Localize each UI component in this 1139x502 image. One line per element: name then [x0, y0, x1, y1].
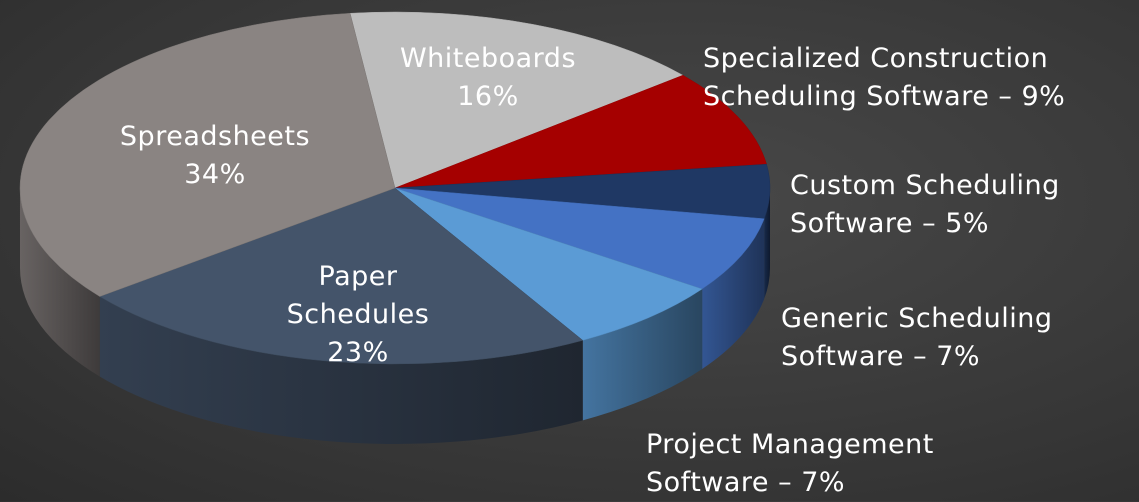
slice-side	[20, 188, 100, 377]
category-name: Specialized Construction Scheduling Soft…	[703, 43, 1049, 112]
slice	[349, 11, 684, 189]
value-label: – 7%	[778, 467, 846, 498]
slice	[19, 13, 396, 297]
slice-label: Whiteboards 16%	[398, 40, 578, 116]
slice-label: Generic Scheduling Software – 7%	[781, 300, 1121, 376]
value-label: – 9%	[998, 81, 1066, 112]
slice	[394, 74, 767, 189]
category-name: Custom Scheduling Software	[790, 170, 1060, 239]
value-label: 23%	[327, 337, 389, 368]
slice-side	[702, 218, 765, 369]
category-name: Generic Scheduling Software	[781, 303, 1053, 372]
slice-side	[99, 296, 583, 444]
slice-label: Custom Scheduling Software – 5%	[790, 167, 1120, 243]
slice	[394, 187, 765, 290]
slice	[394, 187, 703, 341]
slice	[99, 187, 584, 365]
slice-side	[764, 188, 770, 299]
slice-side	[582, 288, 703, 421]
slice-label: Spreadsheets 34%	[95, 118, 335, 194]
value-label: 16%	[457, 81, 519, 112]
slice-label: Project Management Software – 7%	[646, 426, 1016, 502]
slice-label: Specialized Construction Scheduling Soft…	[703, 40, 1139, 116]
value-label: – 5%	[922, 208, 990, 239]
value-label: 34%	[184, 159, 246, 190]
category-name: Whiteboards	[399, 43, 577, 74]
slice-label: Paper Schedules 23%	[258, 258, 458, 372]
category-name: Spreadsheets	[119, 121, 311, 152]
category-name: Paper Schedules	[286, 261, 430, 330]
value-label: – 7%	[913, 341, 981, 372]
category-name: Project Management Software	[646, 429, 934, 498]
